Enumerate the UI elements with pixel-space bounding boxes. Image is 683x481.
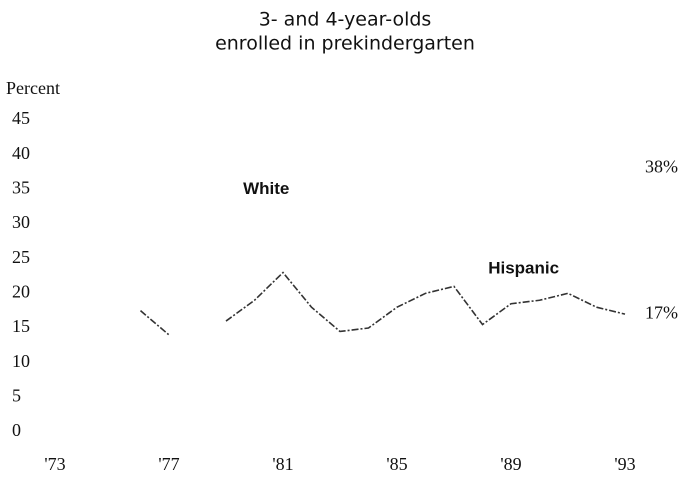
annotation: 38% [645, 157, 678, 177]
x-tick-label: '73 [44, 454, 65, 474]
y-tick-label: 20 [12, 281, 30, 301]
x-tick-label: '81 [272, 454, 293, 474]
y-axis-label: Percent [6, 78, 60, 98]
chart-subtitle: enrolled in prekindergarten [215, 33, 475, 55]
y-tick-label: 35 [12, 177, 30, 197]
y-tick-label: 5 [12, 385, 21, 405]
y-tick-label: 10 [12, 351, 30, 371]
y-tick-label: 25 [12, 247, 30, 267]
x-tick-label: '93 [614, 454, 635, 474]
y-tick-label: 45 [12, 108, 30, 128]
annotation: White [243, 179, 289, 198]
annotation: Hispanic [488, 259, 559, 278]
y-tick-label: 30 [12, 212, 30, 232]
x-tick-label: '77 [158, 454, 179, 474]
data-line [139, 271, 626, 336]
y-tick-label: 0 [12, 420, 21, 440]
y-tick-label: 40 [12, 143, 30, 163]
y-tick-label: 15 [12, 316, 30, 336]
x-tick-label: '85 [386, 454, 407, 474]
x-tick-label: '89 [500, 454, 521, 474]
chart-title: 3- and 4-year-olds [259, 9, 432, 31]
annotation: 17% [645, 302, 678, 322]
